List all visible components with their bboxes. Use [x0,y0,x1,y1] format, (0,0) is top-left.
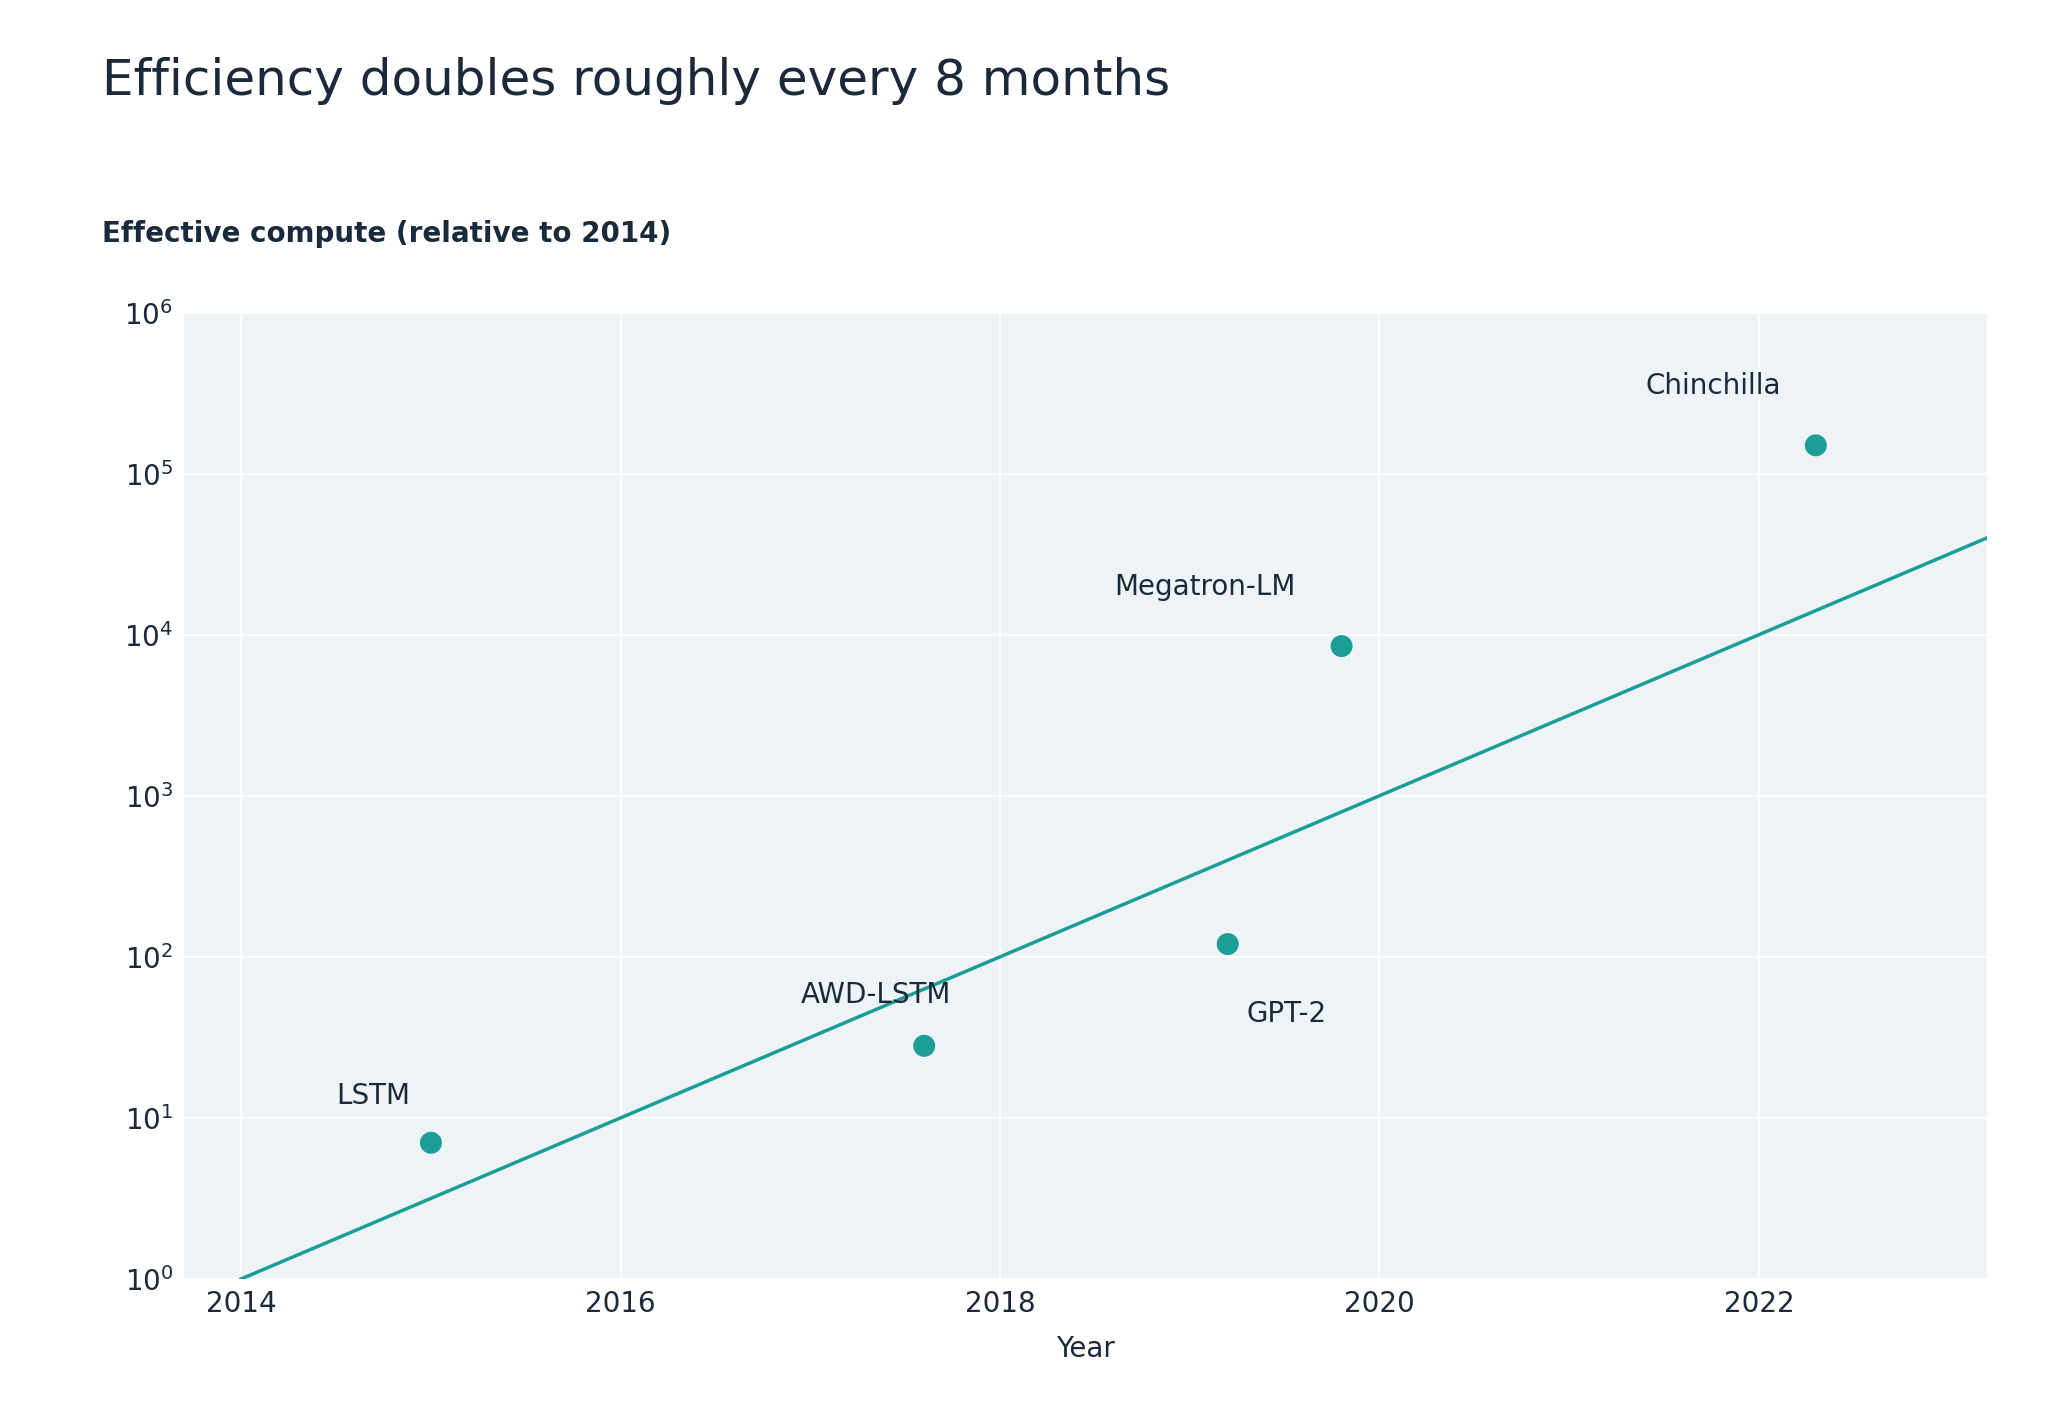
Text: Chinchilla: Chinchilla [1645,372,1780,401]
Point [414,1131,446,1154]
Text: Megatron-LM: Megatron-LM [1114,573,1294,601]
Text: GPT-2: GPT-2 [1247,1000,1327,1027]
Text: LSTM: LSTM [336,1081,410,1110]
Point [1800,433,1833,456]
Text: Efficiency doubles roughly every 8 months: Efficiency doubles roughly every 8 month… [102,57,1171,105]
Point [1325,635,1358,658]
Point [1210,932,1243,955]
Point [907,1034,940,1057]
Text: AWD-LSTM: AWD-LSTM [801,980,950,1009]
X-axis label: Year: Year [1057,1334,1114,1363]
Text: Effective compute (relative to 2014): Effective compute (relative to 2014) [102,220,672,249]
